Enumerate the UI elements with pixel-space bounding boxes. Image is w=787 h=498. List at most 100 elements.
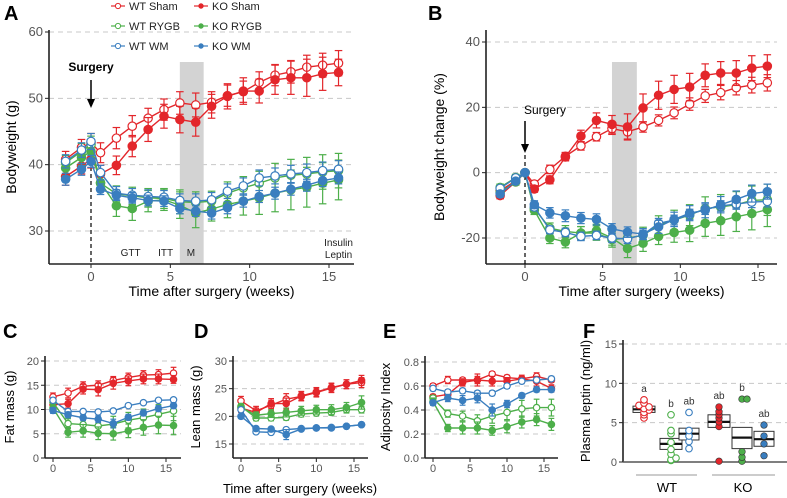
legend-item-wt-rygb: WT RYGB: [111, 21, 180, 33]
data-point: [762, 186, 773, 197]
box-ko-rygb: b: [731, 383, 753, 465]
data-point: [169, 375, 178, 384]
panel-letter: C: [3, 321, 17, 343]
box-wt-rygb: b: [659, 399, 683, 465]
data-point: [560, 152, 571, 162]
y-tick-label: 0.8: [404, 357, 419, 369]
panel-b: B -20 0 20 40 0 5 10 15 Bodyweight change (%) Time…: [428, 3, 777, 299]
data-point: [159, 111, 169, 122]
data-point: [49, 396, 57, 405]
data-point: [238, 86, 249, 96]
data-point: [532, 415, 541, 424]
data-point: [762, 61, 773, 71]
data-point: [443, 424, 452, 432]
data-point: [715, 457, 723, 465]
x-tick-label: 10: [242, 269, 256, 284]
y-tick-label: 60: [29, 24, 43, 39]
data-point: [312, 388, 321, 396]
data-point: [252, 424, 260, 433]
x-tick-label: 5: [467, 463, 473, 475]
data-point: [517, 418, 526, 426]
legend-label: WT Sham: [129, 1, 178, 13]
legend-item-wt-wm: WT WM: [111, 41, 169, 53]
y-tick-label: 0.4: [404, 405, 419, 417]
legend-marker-icon: [114, 42, 122, 50]
series-ko-wm: [495, 167, 773, 241]
data-point: [473, 424, 482, 432]
data-point: [286, 169, 296, 179]
surgery-label: Surgery: [68, 60, 114, 74]
data-point: [607, 233, 617, 243]
data-point: [638, 238, 648, 249]
panel-letter: D: [194, 321, 208, 343]
data-point: [254, 191, 264, 202]
legend-label: KO Sham: [212, 1, 260, 13]
legend-label: KO WM: [212, 41, 251, 53]
legend-marker-icon: [114, 22, 122, 30]
data-point: [638, 103, 648, 113]
data-point: [746, 80, 757, 90]
data-point: [64, 428, 72, 437]
data-point: [667, 426, 675, 435]
data-point: [124, 377, 133, 385]
legend-item-ko-rygb: KO RYGB: [194, 21, 262, 33]
data-point: [669, 108, 679, 118]
data-point: [443, 394, 452, 402]
data-point: [270, 171, 280, 181]
shaded-interval: [179, 62, 204, 264]
y-axis-label: Lean mass (g): [188, 365, 203, 448]
data-point: [143, 195, 153, 206]
y-tick-label: 40: [466, 34, 480, 49]
data-point: [297, 425, 306, 433]
surgery-label: Surgery: [524, 103, 566, 117]
y-tick-label: 0.2: [404, 429, 419, 441]
data-point: [560, 210, 571, 221]
legend-item-ko-wm: KO WM: [194, 41, 251, 53]
data-point: [111, 200, 122, 211]
data-point: [743, 395, 751, 403]
data-point: [715, 87, 726, 98]
data-point: [503, 422, 511, 431]
significance-label: ab: [758, 409, 770, 420]
data-point: [286, 72, 296, 83]
y-axis-label: Fat mass (g): [2, 371, 17, 444]
box-wt-sham: a: [632, 384, 656, 422]
data-point: [738, 448, 746, 456]
data-point: [76, 145, 87, 155]
data-point: [495, 189, 505, 199]
y-tick-label: 10: [27, 405, 39, 417]
data-point: [517, 391, 526, 400]
data-point: [301, 72, 312, 83]
significance-label: ab: [683, 396, 695, 407]
x-tick-label: 10: [501, 463, 513, 475]
data-point: [576, 141, 586, 151]
data-point: [653, 90, 664, 101]
y-tick-label: 10: [605, 378, 617, 390]
data-point: [190, 117, 201, 128]
data-point: [282, 399, 291, 408]
data-point: [254, 86, 264, 96]
data-point: [79, 427, 87, 435]
data-point: [429, 384, 437, 393]
data-point: [715, 199, 726, 210]
data-point: [458, 386, 467, 395]
data-point: [124, 427, 133, 435]
data-point: [684, 208, 695, 218]
data-point: [154, 404, 163, 413]
data-point: [95, 147, 106, 158]
x-tick-label: 0: [50, 463, 56, 475]
data-point: [143, 124, 153, 135]
data-point: [669, 214, 679, 225]
significance-label: a: [641, 384, 647, 395]
y-tick-label: 0: [473, 165, 480, 180]
group-label-ko: KO: [734, 480, 753, 495]
data-point: [622, 227, 633, 237]
y-tick-label: 25: [215, 384, 227, 396]
data-point: [333, 67, 344, 78]
panel-c: C 0 5 10 15 20 0 5 10 15 Fat mass (g): [2, 321, 181, 475]
box-ko-sham: ab: [707, 391, 731, 465]
y-tick-label: 15: [27, 380, 39, 392]
y-tick-label: 20: [466, 99, 480, 114]
y-axis-label: Plasma leptin (ng/ml): [578, 340, 593, 462]
